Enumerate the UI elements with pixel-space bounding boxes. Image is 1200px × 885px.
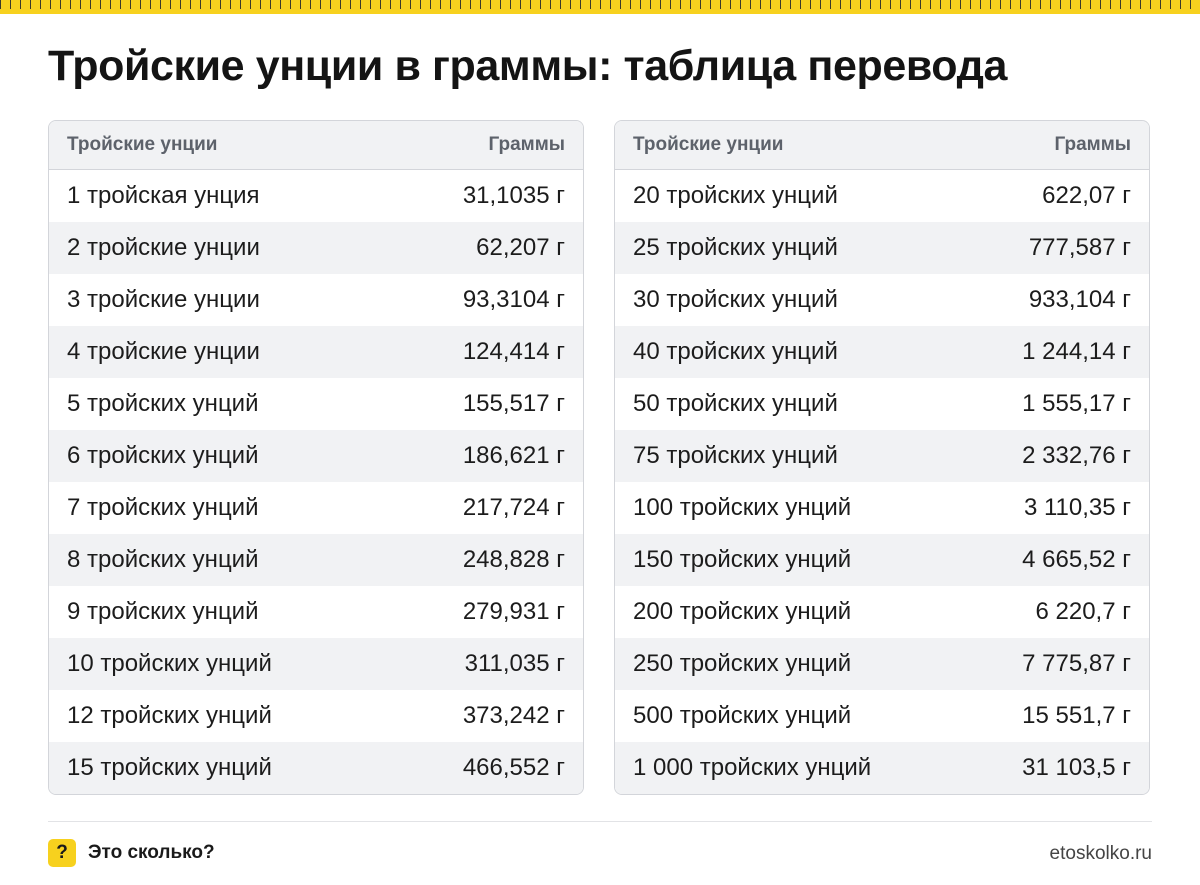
row-value: 311,035 г (464, 650, 565, 677)
table-row: 30 тройских унций 933,104 г (615, 274, 1149, 326)
table-row: 12 тройских унций 373,242 г (49, 690, 583, 742)
row-label: 1 000 тройских унций (633, 754, 872, 781)
row-label: 150 тройских унций (633, 546, 852, 573)
header-grams: Граммы (488, 134, 565, 155)
header-grams: Граммы (1054, 134, 1131, 155)
row-value: 7 775,87 г (1022, 650, 1131, 677)
row-label: 9 тройских унций (67, 598, 259, 625)
ruler-strip (0, 0, 1200, 14)
row-value: 777,587 г (1028, 234, 1131, 261)
row-value: 4 665,52 г (1022, 546, 1131, 573)
row-value: 31 103,5 г (1022, 754, 1131, 781)
row-label: 1 тройская унция (67, 182, 260, 209)
table-header: Тройские унции Граммы (615, 121, 1149, 170)
table-header: Тройские унции Граммы (49, 121, 583, 170)
row-value: 1 555,17 г (1022, 390, 1131, 417)
conversion-table-right: Тройские унции Граммы 20 тройских унций 6… (614, 120, 1150, 795)
table-row: 1 000 тройских унций 31 103,5 г (615, 742, 1149, 794)
table-row: 10 тройских унций 311,035 г (49, 638, 583, 690)
table-row: 250 тройских унций 7 775,87 г (615, 638, 1149, 690)
row-value: 933,104 г (1028, 286, 1131, 313)
row-label: 2 тройские унции (67, 234, 260, 261)
row-label: 75 тройских унций (633, 442, 838, 469)
footer-site-link[interactable]: etoskolko.ru (1049, 843, 1152, 864)
row-value: 3 110,35 г (1023, 494, 1131, 521)
table-row: 4 тройские унции 124,414 г (49, 326, 583, 378)
table-row: 3 тройские унции 93,3104 г (49, 274, 583, 326)
row-value: 279,931 г (462, 598, 565, 625)
row-value: 155,517 г (462, 390, 565, 417)
header-ounces: Тройские унции (67, 134, 218, 155)
row-value: 186,621 г (462, 442, 565, 469)
table-body: 1 тройская унция 31,1035 г 2 тройские унц… (49, 170, 583, 794)
table-row: 25 тройских унций 777,587 г (615, 222, 1149, 274)
row-label: 30 тройских унций (633, 286, 838, 313)
row-value: 93,3104 г (462, 286, 565, 313)
row-value: 622,07 г (1042, 182, 1131, 209)
footer-divider (48, 821, 1152, 822)
ruler-ticks (0, 0, 1200, 9)
table-row: 100 тройских унций 3 110,35 г (615, 482, 1149, 534)
row-label: 5 тройских унций (67, 390, 259, 417)
table-row: 7 тройских унций 217,724 г (49, 482, 583, 534)
row-label: 20 тройских унций (633, 182, 838, 209)
row-value: 466,552 г (462, 754, 565, 781)
table-body: 20 тройских унций 622,07 г 25 тройских ун… (615, 170, 1149, 794)
row-label: 50 тройских унций (633, 390, 838, 417)
question-mark-icon: ? (48, 839, 76, 867)
conversion-table-left: Тройские унции Граммы 1 тройская унция 31… (48, 120, 584, 795)
row-label: 8 тройских унций (67, 546, 259, 573)
table-row: 50 тройских унций 1 555,17 г (615, 378, 1149, 430)
row-label: 6 тройских унций (67, 442, 259, 469)
footer-brand: Это сколько? (88, 842, 215, 863)
row-label: 10 тройских унций (67, 650, 272, 677)
table-row: 40 тройских унций 1 244,14 г (615, 326, 1149, 378)
row-label: 500 тройских унций (633, 702, 852, 729)
row-value: 62,207 г (476, 234, 565, 261)
row-label: 100 тройских унций (633, 494, 852, 521)
row-label: 250 тройских унций (633, 650, 852, 677)
row-label: 12 тройских унций (67, 702, 272, 729)
header-ounces: Тройские унции (633, 134, 784, 155)
row-value: 31,1035 г (462, 182, 565, 209)
table-row: 6 тройских унций 186,621 г (49, 430, 583, 482)
row-value: 15 551,7 г (1022, 702, 1131, 729)
table-row: 15 тройских унций 466,552 г (49, 742, 583, 794)
row-value: 1 244,14 г (1022, 338, 1131, 365)
table-row: 75 тройских унций 2 332,76 г (615, 430, 1149, 482)
row-label: 40 тройских унций (633, 338, 838, 365)
table-row: 150 тройских унций 4 665,52 г (615, 534, 1149, 586)
page-title: Тройские унции в граммы: таблица перевод… (48, 42, 1008, 90)
table-row: 20 тройских унций 622,07 г (615, 170, 1149, 222)
row-label: 200 тройских унций (633, 598, 852, 625)
row-label: 15 тройских унций (67, 754, 272, 781)
row-label: 7 тройских унций (67, 494, 259, 521)
table-row: 200 тройских унций 6 220,7 г (615, 586, 1149, 638)
row-value: 6 220,7 г (1035, 598, 1132, 625)
table-row: 500 тройских унций 15 551,7 г (615, 690, 1149, 742)
table-row: 5 тройских унций 155,517 г (49, 378, 583, 430)
table-row: 2 тройские унции 62,207 г (49, 222, 583, 274)
row-value: 124,414 г (462, 338, 565, 365)
row-value: 373,242 г (462, 702, 565, 729)
row-value: 248,828 г (462, 546, 565, 573)
row-value: 2 332,76 г (1022, 442, 1131, 469)
table-row: 1 тройская унция 31,1035 г (49, 170, 583, 222)
row-value: 217,724 г (462, 494, 565, 521)
row-label: 4 тройские унции (67, 338, 260, 365)
table-row: 8 тройских унций 248,828 г (49, 534, 583, 586)
row-label: 25 тройских унций (633, 234, 838, 261)
table-row: 9 тройских унций 279,931 г (49, 586, 583, 638)
row-label: 3 тройские унции (67, 286, 260, 313)
